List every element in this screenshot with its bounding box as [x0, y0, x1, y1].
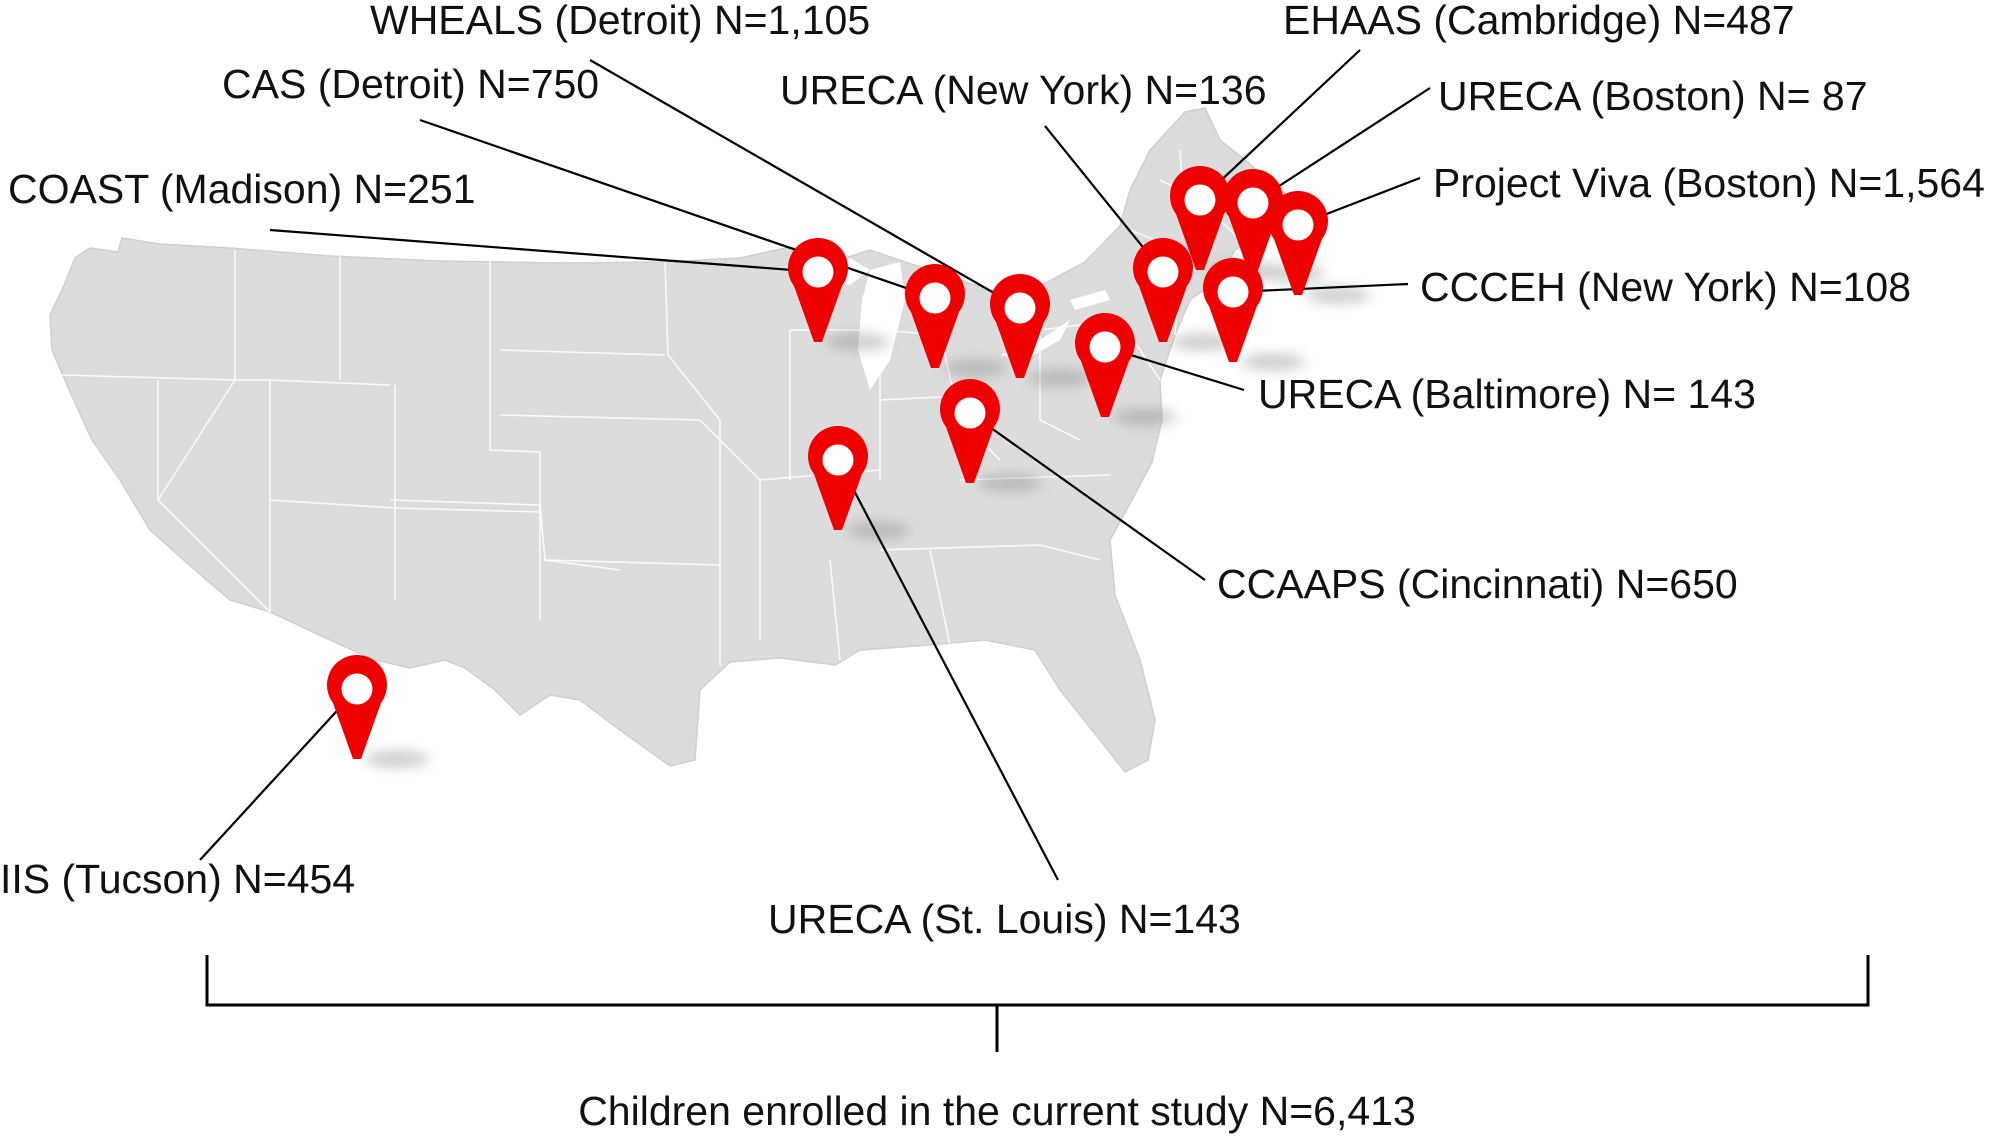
map-pin-icon-viva[interactable] [1268, 191, 1328, 295]
map-pin-icon-ccceh[interactable] [1203, 258, 1263, 362]
map-pin-icon-ureca-boston[interactable] [1223, 169, 1283, 273]
map-pin-icon-ureca-stl[interactable] [808, 426, 868, 530]
site-label-project-viva: Project Viva (Boston) N=1,564 [1433, 160, 1985, 206]
leader-line-ehaas [1199, 49, 1361, 201]
pin-shadow-iis [365, 750, 429, 768]
leader-line-iis [199, 688, 358, 861]
site-label-ureca-boston: URECA (Boston) N= 87 [1438, 73, 1868, 119]
map-pin-icon-ureca-balt[interactable] [1075, 313, 1135, 417]
site-label-ureca-st-louis: URECA (St. Louis) N=143 [768, 896, 1241, 942]
map-pins [327, 166, 1328, 759]
pin-shadow-cas [943, 359, 1007, 377]
total-enrollment-label: Children enrolled in the current study N… [578, 1088, 1416, 1134]
leader-lines [199, 49, 1431, 881]
total-bracket [205, 955, 1870, 1052]
map-pin-icon-coast[interactable] [788, 238, 848, 342]
map-pin-icon-cas[interactable] [905, 264, 965, 368]
leader-line-ccaaps [969, 412, 1206, 581]
site-label-ureca-baltimore: URECA (Baltimore) N= 143 [1258, 371, 1756, 417]
map-pin-icon-wheals[interactable] [990, 274, 1050, 378]
pin-shadow-wheals [1028, 369, 1092, 387]
map-pin-icon-ehaas[interactable] [1170, 166, 1230, 270]
leader-line-ureca-boston [1252, 87, 1431, 204]
map-pin-icon-ureca-ny[interactable] [1133, 238, 1193, 342]
map-pin-icon-iis[interactable] [327, 655, 387, 759]
leader-line-ureca-stl [837, 459, 1059, 881]
site-label-ureca-new-york: URECA (New York) N=136 [780, 67, 1267, 113]
us-land [49, 107, 1289, 773]
site-label-iis: IIS (Tucson) N=454 [0, 856, 355, 902]
leader-line-wheals [589, 59, 1021, 309]
map-pin-icon-ccaaps[interactable] [940, 379, 1000, 483]
pin-shadow-viva [1306, 286, 1370, 304]
pin-shadow-ureca-stl [846, 521, 910, 539]
pin-shadow-ureca-balt [1113, 408, 1177, 426]
pin-shadow-ccaaps [978, 474, 1042, 492]
pin-shadow-ureca-ny [1171, 333, 1235, 351]
pin-shadow-ccceh [1241, 353, 1305, 371]
site-label-coast: COAST (Madison) N=251 [8, 166, 476, 212]
site-label-ccaaps: CCAAPS (Cincinnati) N=650 [1217, 561, 1738, 607]
site-label-cas: CAS (Detroit) N=750 [222, 61, 599, 107]
leader-line-coast [269, 228, 819, 274]
leader-line-cas [419, 118, 936, 300]
site-label-ehaas: EHAAS (Cambridge) N=487 [1283, 0, 1795, 43]
site-labels: WHEALS (Detroit) N=1,105 CAS (Detroit) N… [0, 0, 1985, 942]
pin-shadow-coast [826, 333, 890, 351]
site-label-wheals: WHEALS (Detroit) N=1,105 [370, 0, 870, 43]
site-label-ccceh: CCCEH (New York) N=108 [1420, 264, 1911, 310]
